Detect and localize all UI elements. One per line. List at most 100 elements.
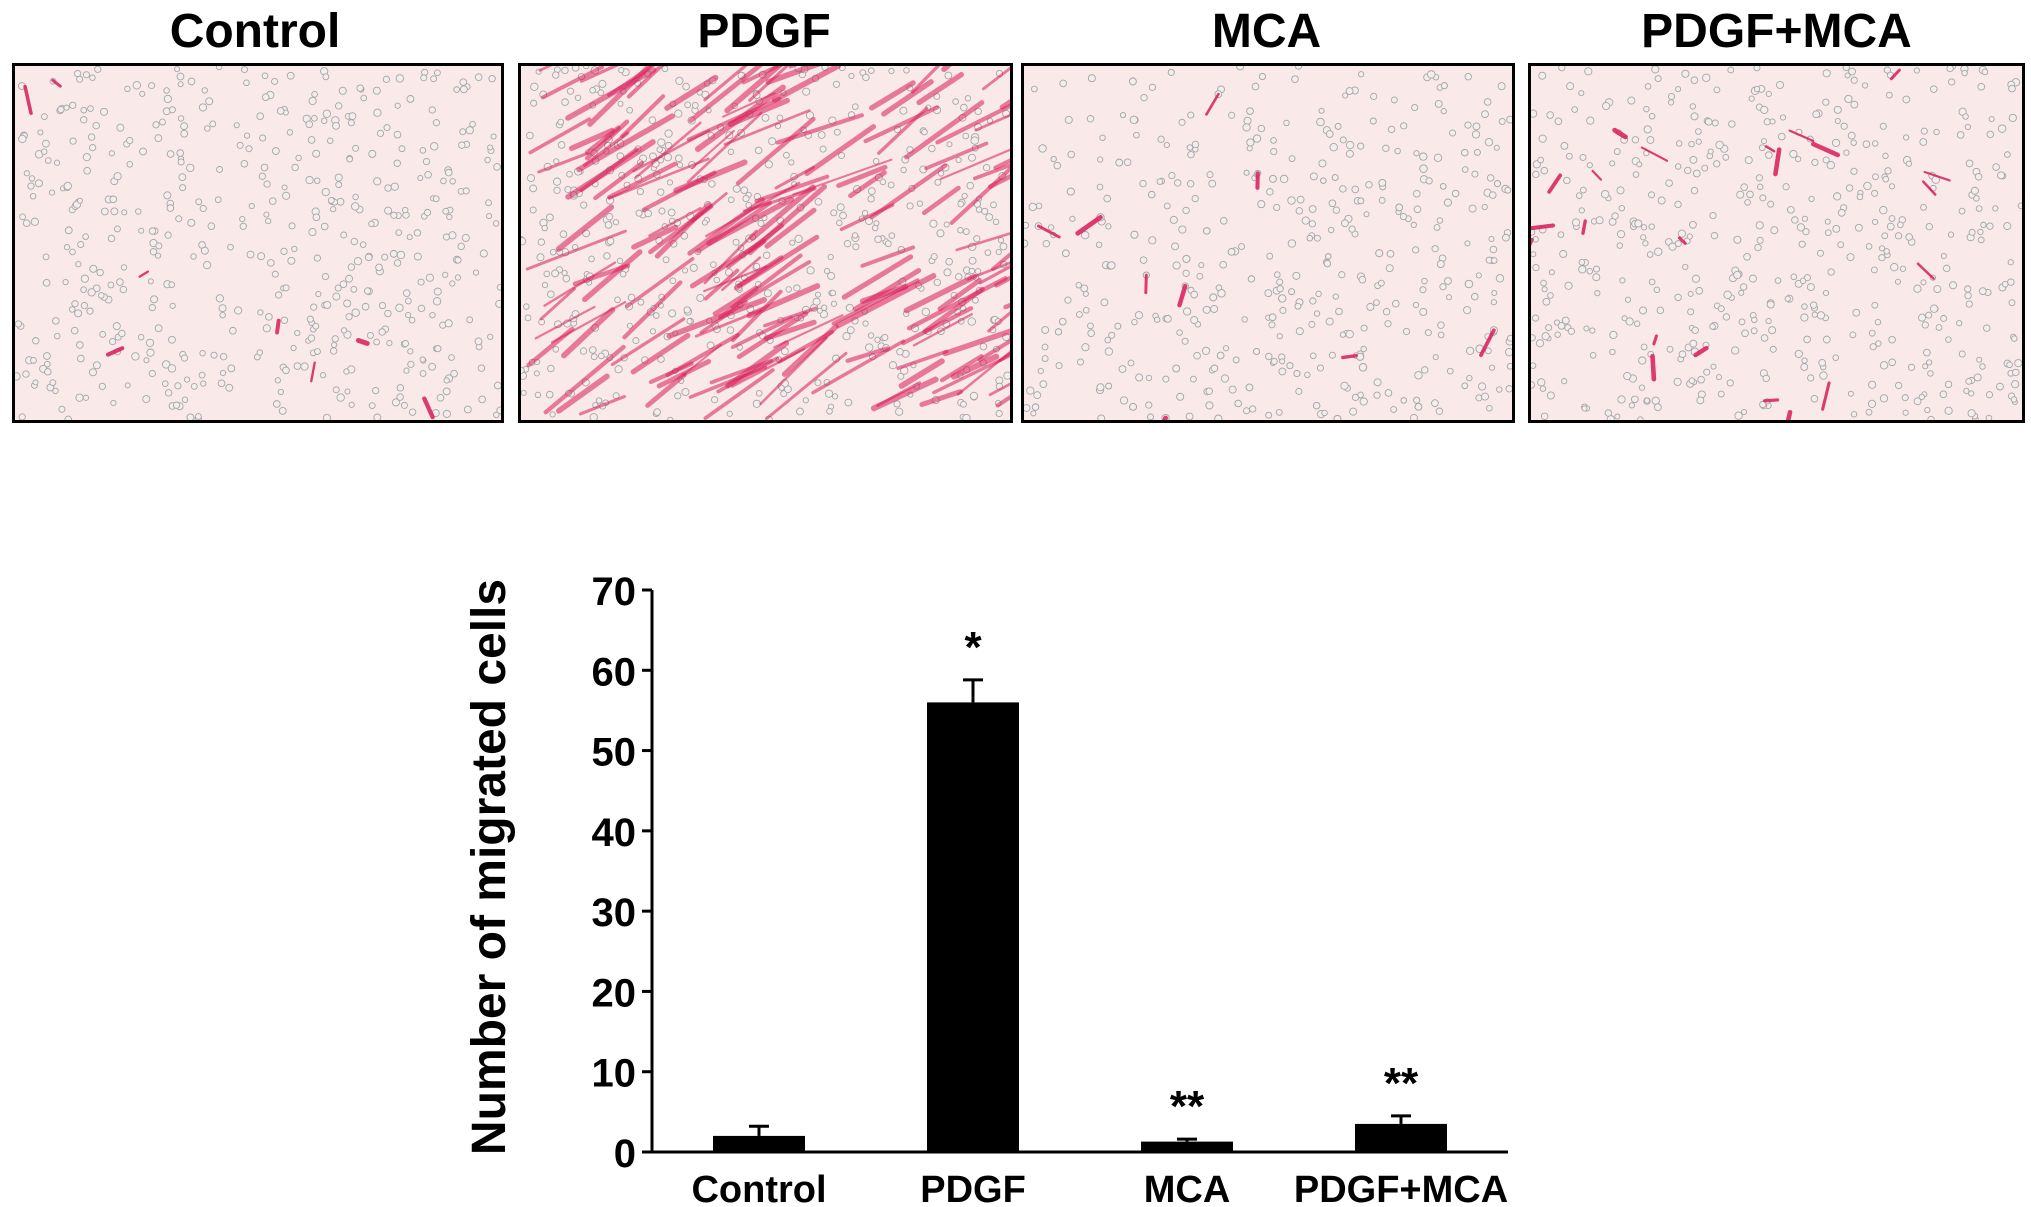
membrane-pore <box>108 337 117 346</box>
membrane-pore <box>846 326 855 335</box>
membrane-pore <box>408 408 417 416</box>
membrane-pore <box>180 354 189 362</box>
membrane-pore <box>1357 391 1364 399</box>
membrane-pore <box>1695 287 1704 295</box>
membrane-pore <box>366 331 374 339</box>
membrane-pore <box>135 208 142 215</box>
membrane-pore <box>823 267 831 275</box>
membrane-pore <box>353 257 363 266</box>
membrane-pore <box>463 405 472 414</box>
membrane-pore <box>1689 156 1698 164</box>
membrane-pore <box>1736 190 1745 199</box>
membrane-pore <box>995 409 1003 418</box>
membrane-pore <box>1648 278 1656 286</box>
stained-cell <box>706 196 795 246</box>
membrane-pore <box>1252 134 1262 143</box>
membrane-pore <box>1477 382 1487 391</box>
membrane-pore <box>1496 386 1503 393</box>
membrane-pore <box>566 170 573 178</box>
significance-marker: ** <box>1170 1082 1205 1131</box>
membrane-pore <box>962 413 971 420</box>
membrane-pore <box>1554 331 1561 338</box>
membrane-pore <box>496 284 501 291</box>
membrane-pore <box>1329 143 1338 152</box>
membrane-pore <box>1373 378 1382 387</box>
membrane-pore <box>1696 396 1705 405</box>
membrane-pore <box>1997 171 2006 180</box>
membrane-pore <box>322 109 332 118</box>
membrane-pore <box>277 388 284 396</box>
membrane-pore <box>1466 374 1473 382</box>
membrane-pore <box>339 280 348 288</box>
membrane-pore <box>1744 156 1753 165</box>
membrane-pore <box>1695 128 1702 135</box>
membrane-pore <box>1293 369 1301 377</box>
membrane-pore <box>27 182 35 190</box>
membrane-pore <box>352 144 360 152</box>
membrane-pore <box>1983 324 1991 332</box>
membrane-pore <box>1759 194 1767 202</box>
membrane-pore <box>832 80 841 88</box>
membrane-pore <box>1913 67 1920 74</box>
membrane-pore <box>788 159 795 166</box>
membrane-pore <box>1845 184 1854 192</box>
membrane-pore <box>383 124 391 132</box>
membrane-pore <box>1178 225 1187 234</box>
membrane-pore <box>1822 156 1830 164</box>
membrane-pore <box>1925 222 1934 231</box>
membrane-pore <box>1640 343 1648 351</box>
y-tick-label: 0 <box>614 1132 636 1176</box>
membrane-pore <box>1639 306 1648 315</box>
membrane-pore <box>653 408 661 416</box>
membrane-pore <box>649 328 657 335</box>
stained-cell <box>998 351 1010 363</box>
membrane-pore <box>1241 316 1248 323</box>
membrane-pore <box>552 177 562 186</box>
membrane-pore <box>1956 131 1965 139</box>
membrane-pore <box>1748 274 1757 283</box>
stained-cell <box>355 337 370 346</box>
membrane-pore <box>53 159 61 166</box>
membrane-pore <box>41 148 48 155</box>
membrane-pore <box>154 134 163 143</box>
membrane-pore <box>300 362 309 371</box>
stained-cell <box>860 245 916 268</box>
membrane-pore <box>1531 314 1540 322</box>
membrane-pore <box>15 320 22 328</box>
membrane-pore <box>1451 189 1460 198</box>
membrane-pore <box>757 219 765 227</box>
membrane-pore <box>1687 290 1694 297</box>
membrane-pore <box>1339 185 1347 193</box>
membrane-pore <box>1728 120 1736 128</box>
membrane-pore <box>236 141 244 149</box>
membrane-pore <box>92 361 101 370</box>
membrane-pore <box>87 133 96 141</box>
membrane-pore <box>1187 151 1195 159</box>
membrane-pore <box>1163 314 1172 323</box>
membrane-pore <box>1342 92 1349 99</box>
stained-cell <box>703 265 768 293</box>
membrane-pore <box>1902 409 1909 416</box>
membrane-pore <box>312 213 321 222</box>
membrane-pore <box>1927 370 1934 377</box>
membrane-pore <box>263 211 270 218</box>
membrane-pore <box>1856 193 1864 201</box>
stained-cell <box>1177 283 1188 308</box>
membrane-pore <box>874 235 882 244</box>
membrane-pore <box>1357 142 1365 150</box>
membrane-pore <box>1236 66 1245 71</box>
membrane-pore <box>1888 215 1896 222</box>
membrane-pore <box>871 224 879 232</box>
membrane-pore <box>1531 109 1538 118</box>
membrane-pore <box>89 144 97 152</box>
membrane-pore <box>356 84 364 92</box>
membrane-pore <box>682 82 690 91</box>
membrane-pore <box>1848 67 1856 76</box>
membrane-pore <box>836 203 845 212</box>
membrane-pore <box>89 74 96 81</box>
membrane-pore <box>668 309 677 318</box>
membrane-pore <box>124 382 131 389</box>
membrane-pore <box>487 144 494 151</box>
membrane-pore <box>1589 327 1596 334</box>
membrane-pore <box>1419 164 1428 173</box>
